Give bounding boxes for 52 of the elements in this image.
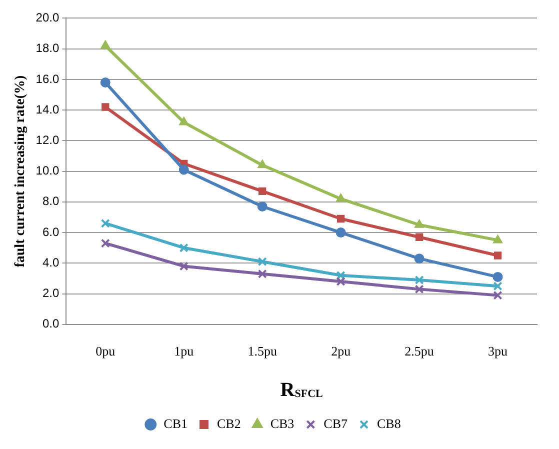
point [494, 252, 502, 260]
point [336, 214, 345, 223]
legend-label: CB8 [377, 416, 401, 431]
point [492, 272, 503, 282]
point [258, 269, 267, 278]
point [100, 78, 110, 88]
point [100, 238, 110, 248]
point [179, 243, 188, 252]
x-tick-label: 1pu [174, 344, 194, 359]
point [493, 290, 502, 300]
y-tick-label: 4.0 [42, 255, 60, 270]
point [257, 202, 268, 212]
x-tick-label: 2pu [331, 344, 352, 359]
x-tick-label: 3pu [488, 344, 508, 359]
y-tick-label: 0.0 [42, 316, 60, 331]
y-tick-label: 20.0 [36, 10, 60, 25]
x-axis-title: RSFCL [280, 379, 323, 401]
legend-label: CB7 [324, 416, 348, 431]
point [258, 257, 267, 266]
point [100, 218, 110, 228]
x-tick-label: 0pu [96, 344, 116, 359]
point [336, 276, 346, 286]
y-tick-label: 2.0 [42, 286, 60, 300]
y-axis-title: fault current increasing rate(%) [13, 75, 28, 268]
point [414, 275, 424, 285]
point [100, 40, 110, 49]
legend-label: CB2 [216, 416, 241, 431]
point [414, 220, 424, 228]
y-tick-label: 16.0 [36, 72, 60, 86]
y-tick-label: 10.0 [36, 164, 60, 178]
point [336, 228, 346, 238]
point [179, 262, 188, 271]
point [336, 194, 346, 202]
y-tick-label: 18.0 [36, 41, 60, 56]
x-tick-label: 1.5pu [248, 344, 278, 359]
point [414, 254, 424, 264]
point [493, 235, 502, 244]
x-tick-label: 2.5pu [404, 344, 434, 359]
point [415, 233, 424, 241]
y-tick-label: 12.0 [36, 132, 60, 147]
y-tick-label: 14.0 [36, 102, 60, 116]
point [258, 160, 267, 168]
y-tick-label: 8.0 [42, 194, 60, 208]
point [493, 282, 502, 291]
point [258, 187, 266, 196]
point [414, 284, 424, 294]
legend-label: CB3 [270, 416, 294, 431]
point [102, 103, 110, 111]
point [179, 117, 188, 126]
legend-label: CB1 [164, 416, 188, 431]
y-tick-label: 6.0 [42, 224, 60, 239]
point [178, 164, 189, 175]
